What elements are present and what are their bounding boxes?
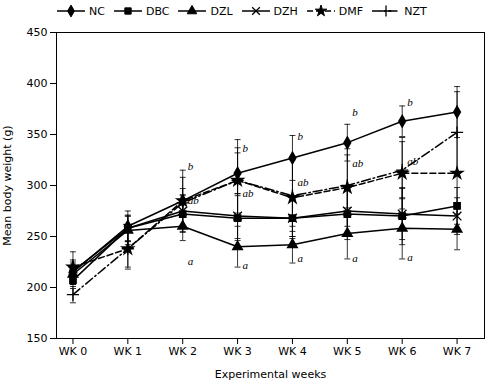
html-text:DBC: DBC — [145, 4, 170, 18]
svg-text:400: 400 — [27, 77, 48, 90]
svg-text:b: b — [352, 106, 358, 118]
svg-text:b: b — [407, 96, 413, 108]
svg-text:450: 450 — [27, 26, 48, 39]
svg-text:ab: ab — [407, 155, 419, 167]
svg-text:WK 2: WK 2 — [168, 345, 197, 358]
svg-text:ab: ab — [243, 187, 255, 199]
html-text:DZL: DZL — [210, 4, 233, 18]
svg-text:WK 1: WK 1 — [114, 345, 143, 358]
svg-text:WK 6: WK 6 — [388, 345, 417, 358]
html-text:NC: NC — [89, 4, 105, 18]
svg-text:b: b — [243, 142, 249, 154]
svg-text:250: 250 — [27, 230, 48, 243]
svg-text:350: 350 — [27, 128, 48, 141]
svg-text:WK 5: WK 5 — [333, 345, 362, 358]
svg-text:ab: ab — [188, 194, 200, 206]
svg-text:Mean body weight (g): Mean body weight (g) — [1, 125, 14, 245]
svg-text:Experimental weeks: Experimental weeks — [215, 368, 327, 381]
svg-text:a: a — [297, 252, 303, 264]
svg-text:a: a — [188, 255, 194, 267]
html-text:DMF: DMF — [338, 4, 364, 18]
svg-text:WK 4: WK 4 — [278, 345, 307, 358]
svg-text:a: a — [352, 252, 358, 264]
svg-text:b: b — [297, 130, 303, 142]
svg-text:b: b — [188, 160, 194, 172]
html-text:NZT: NZT — [404, 4, 427, 18]
svg-text:300: 300 — [27, 179, 48, 192]
html-text:DZH: DZH — [273, 4, 298, 18]
svg-text:WK 0: WK 0 — [59, 345, 88, 358]
svg-text:ab: ab — [352, 157, 364, 169]
svg-text:150: 150 — [27, 332, 48, 345]
svg-text:WK 7: WK 7 — [443, 345, 472, 358]
svg-text:a: a — [407, 251, 413, 263]
svg-text:ab: ab — [297, 176, 309, 188]
svg-text:200: 200 — [27, 281, 48, 294]
svg-text:a: a — [243, 259, 249, 271]
svg-text:WK 3: WK 3 — [223, 345, 252, 358]
